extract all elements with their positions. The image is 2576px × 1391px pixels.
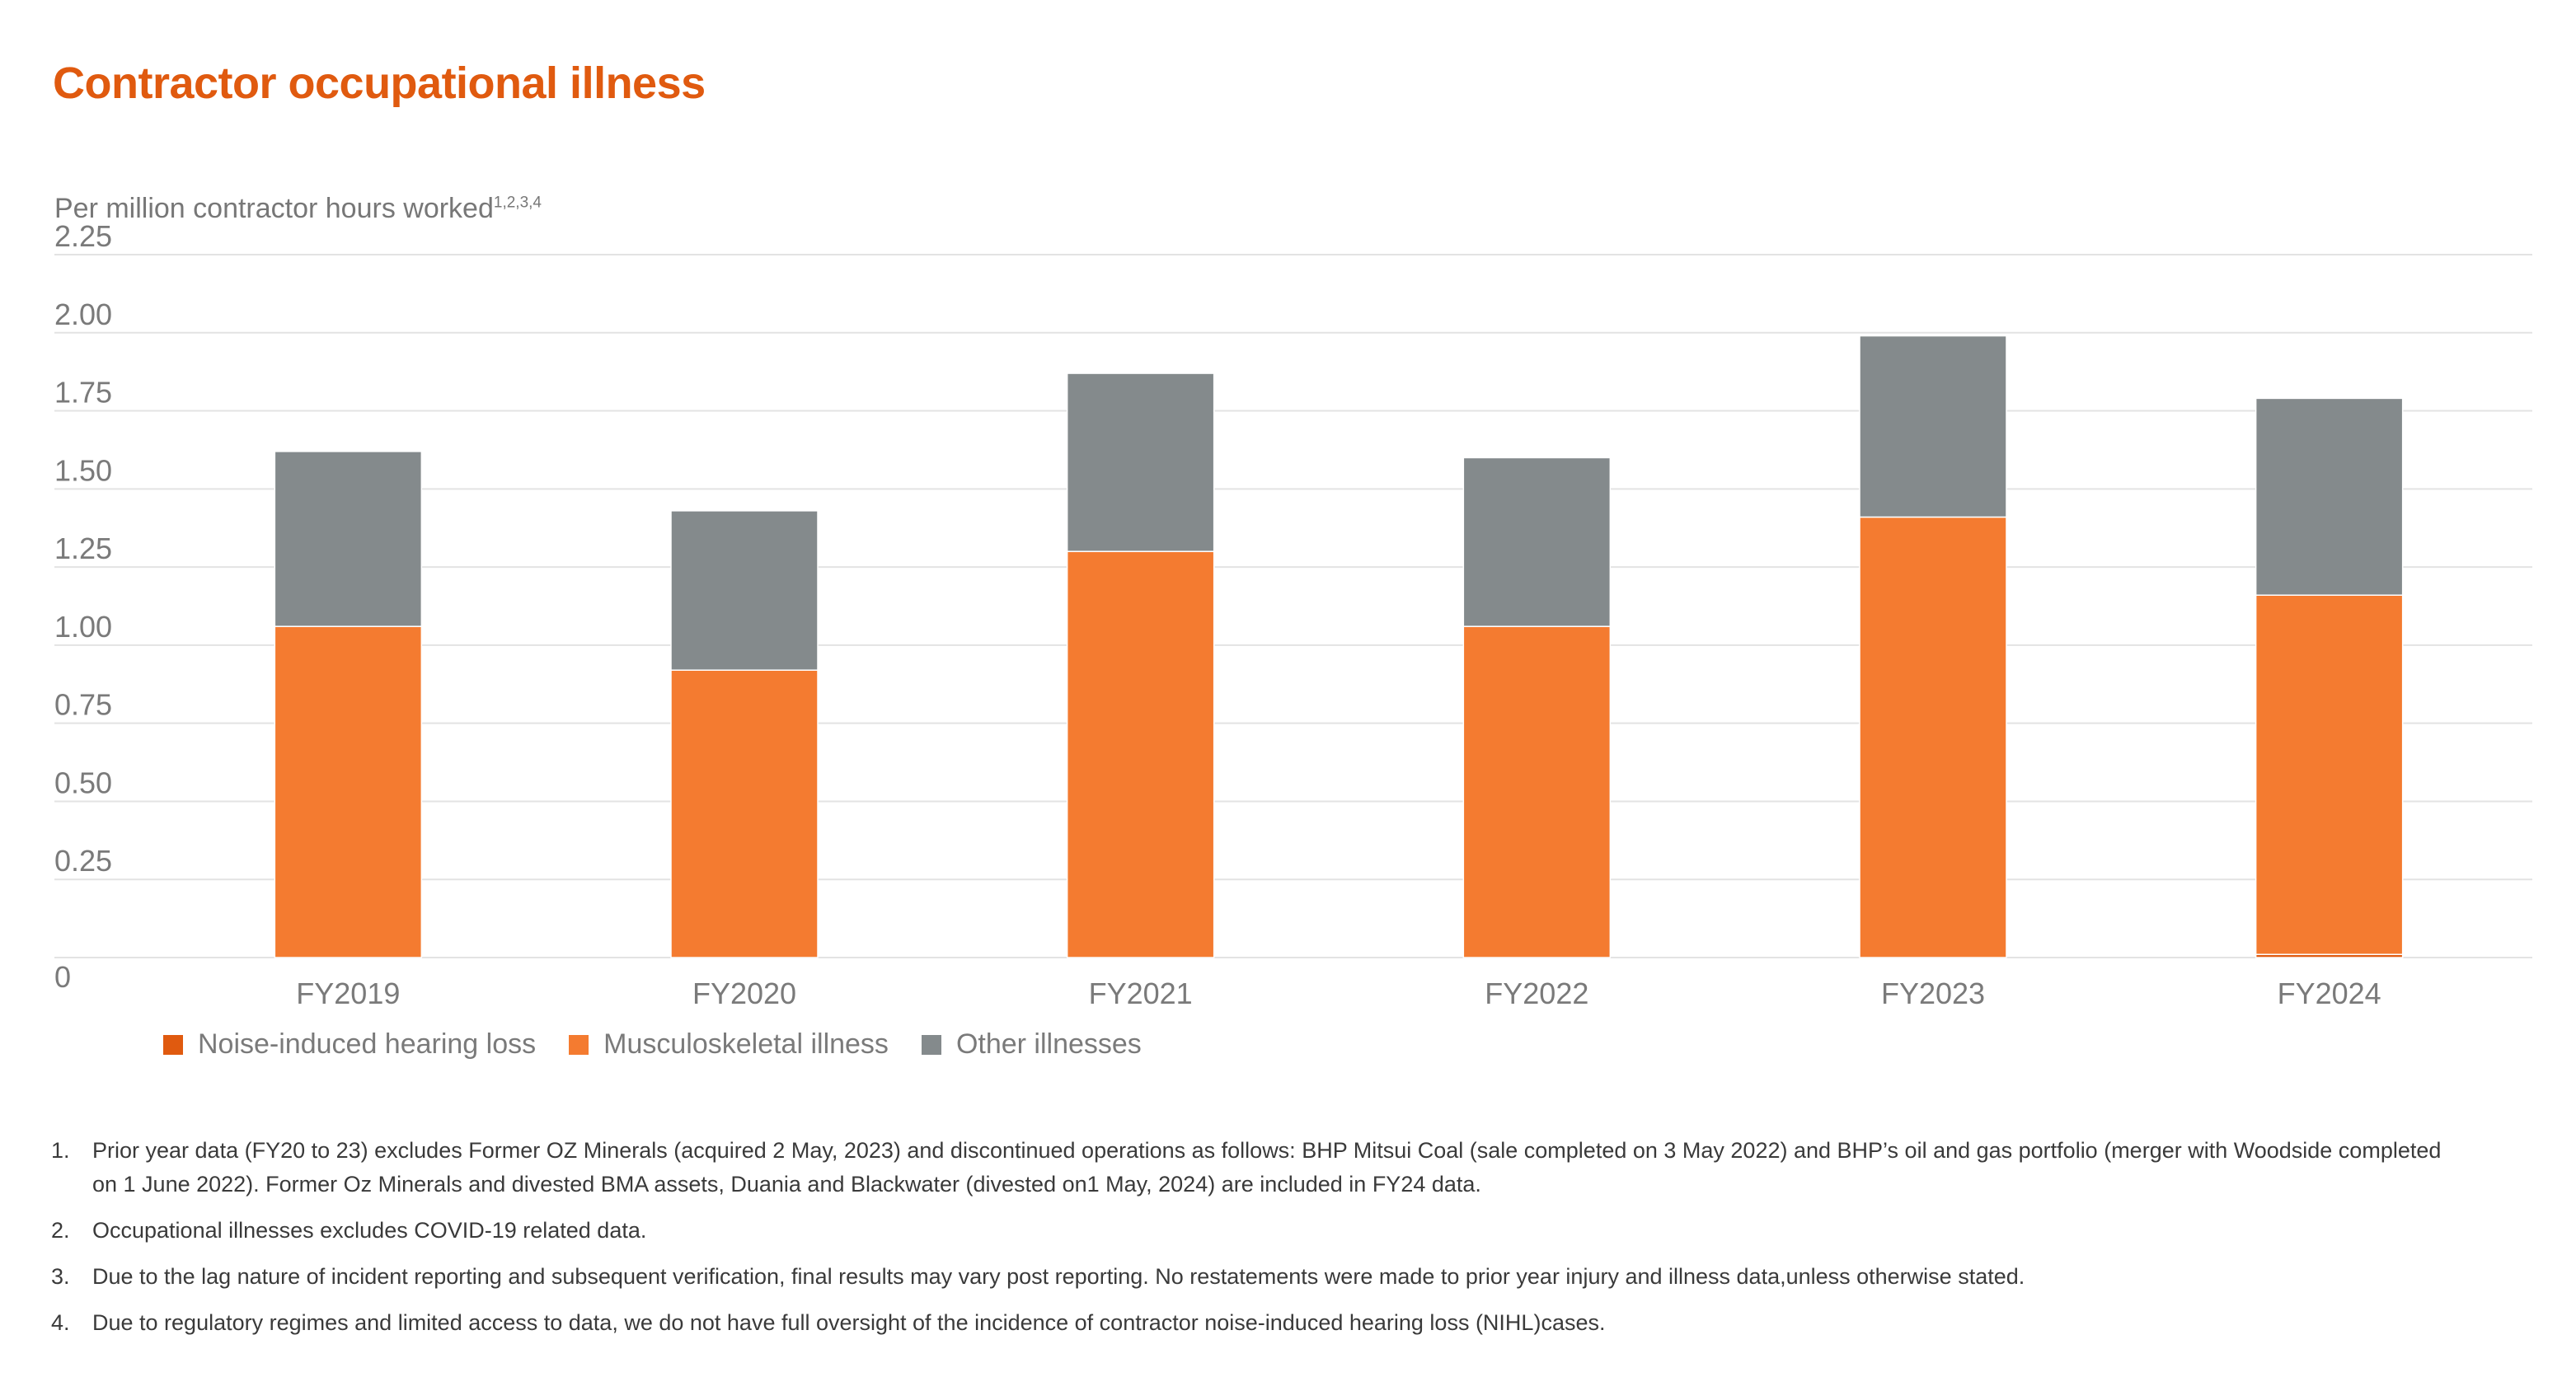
legend-item-other: Other illnesses [921, 1028, 1142, 1061]
x-tick-label: FY2019 [296, 977, 400, 1010]
bar-segment-other [670, 510, 819, 671]
y-tick-label: 1.50 [54, 453, 112, 487]
y-tick-label: 0.75 [54, 688, 112, 722]
y-tick-label: 0 [54, 960, 71, 994]
x-tick-label: FY2023 [1881, 977, 1985, 1010]
bar-segment-musculoskeletal [670, 669, 819, 958]
footnote-number: 4. [51, 1310, 70, 1335]
bar-segment-musculoskeletal [2255, 594, 2404, 955]
bars [274, 335, 2404, 958]
y-tick-label: 0.50 [54, 766, 112, 799]
y-axis-ticks: 0 0.25 0.50 0.75 1.00 1.25 1.50 1.75 2.00 2.25 [54, 219, 112, 994]
footnote-text: Due to regulatory regimes and limited ac… [92, 1310, 1606, 1335]
x-tick-label: FY2020 [692, 977, 796, 1010]
footnote-3: 3. Due to the lag nature of incident rep… [51, 1260, 2442, 1294]
stacked-bar-chart: 0 0.25 0.50 0.75 1.00 1.25 1.50 1.75 2.00 2.25 FY… [54, 219, 2532, 1010]
legend: Noise-induced hearing loss Musculoskelet… [163, 1028, 1175, 1061]
grid-lines [54, 254, 2532, 958]
footnote-number: 1. [51, 1138, 70, 1163]
chart-title: Contractor occupational illness [53, 59, 706, 108]
footnote-number: 2. [51, 1218, 70, 1243]
footnote-text: Prior year data (FY20 to 23) excludes Fo… [92, 1138, 2442, 1197]
bar-segment-musculoskeletal [1066, 550, 1215, 958]
bar-segment-musculoskeletal [274, 625, 423, 958]
x-tick-label: FY2021 [1089, 977, 1193, 1010]
y-tick-label: 1.25 [54, 532, 112, 565]
footnote-number: 3. [51, 1264, 70, 1289]
legend-label-musculoskeletal: Musculoskeletal illness [603, 1028, 889, 1060]
legend-item-noise: Noise-induced hearing loss [163, 1028, 536, 1061]
bar-segment-other [2255, 397, 2404, 596]
subtitle-footnote-refs: 1,2,3,4 [493, 194, 542, 212]
footnote-2: 2. Occupational illnesses excludes COVID… [51, 1214, 2442, 1248]
bar-segment-other [1462, 457, 1612, 627]
y-tick-label: 2.25 [54, 219, 112, 253]
y-tick-label: 1.75 [54, 376, 112, 410]
footnote-text: Occupational illnesses excludes COVID-19… [92, 1218, 647, 1243]
legend-swatch-musculoskeletal [569, 1034, 589, 1055]
footnote-1: 1. Prior year data (FY20 to 23) excludes… [51, 1134, 2442, 1201]
x-axis-ticks: FY2019 FY2020 FY2021 FY2022 FY2023 FY2024 [296, 977, 2381, 1010]
footnotes: 1. Prior year data (FY20 to 23) excludes… [51, 1134, 2442, 1352]
legend-label-other: Other illnesses [955, 1028, 1142, 1060]
x-tick-label: FY2024 [2278, 977, 2381, 1010]
y-tick-label: 1.00 [54, 610, 112, 644]
legend-item-musculoskeletal: Musculoskeletal illness [569, 1028, 889, 1061]
x-tick-label: FY2022 [1485, 977, 1588, 1010]
y-tick-label: 0.25 [54, 844, 112, 878]
legend-label-noise: Noise-induced hearing loss [198, 1028, 537, 1060]
subtitle-text: Per million contractor hours worked [54, 193, 494, 224]
bar-segment-other [1066, 372, 1215, 552]
legend-swatch-noise [163, 1034, 183, 1055]
chart-subtitle: Per million contractor hours worked1,2,3… [54, 193, 542, 225]
bar-segment-musculoskeletal [1859, 516, 2007, 958]
bar-segment-other [274, 451, 423, 627]
bar-segment-musculoskeletal [1462, 625, 1612, 958]
bar-segment-other [1859, 335, 2007, 518]
footnote-text: Due to the lag nature of incident report… [92, 1264, 2025, 1289]
footnote-4: 4. Due to regulatory regimes and limited… [51, 1306, 2442, 1340]
legend-swatch-other [921, 1034, 941, 1055]
y-tick-label: 2.00 [54, 297, 112, 331]
